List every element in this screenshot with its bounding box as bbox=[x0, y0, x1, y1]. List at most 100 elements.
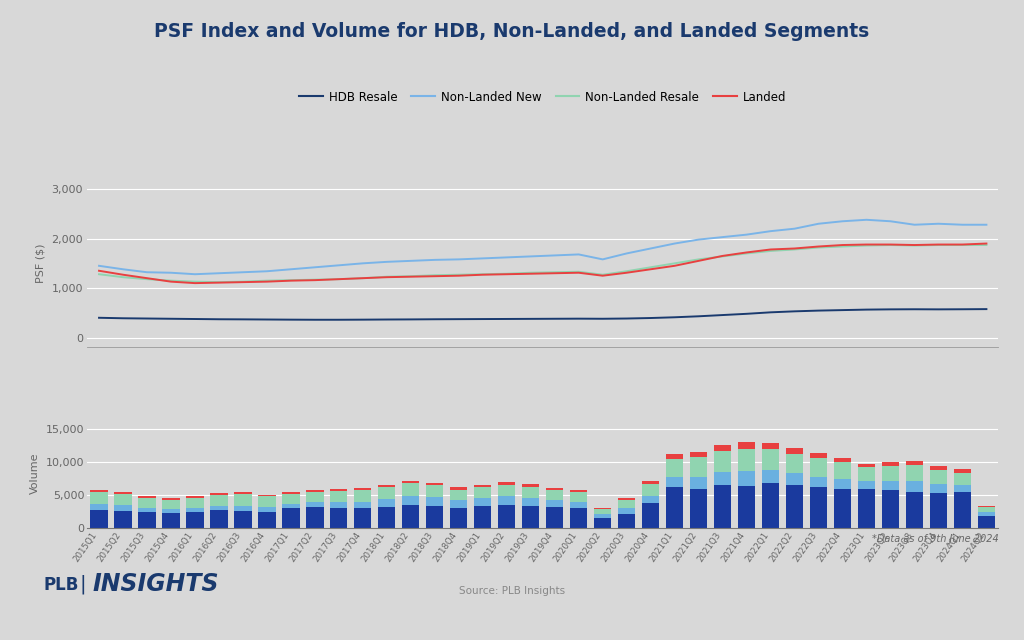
Text: Source: PLB Insights: Source: PLB Insights bbox=[459, 586, 565, 596]
Bar bbox=[186, 508, 204, 511]
Bar bbox=[258, 495, 275, 497]
Bar bbox=[163, 500, 179, 509]
Bar bbox=[906, 461, 923, 465]
Bar bbox=[498, 505, 515, 528]
Bar bbox=[978, 516, 995, 528]
Bar bbox=[785, 474, 803, 485]
Bar bbox=[618, 498, 635, 500]
Bar bbox=[810, 477, 827, 487]
Bar bbox=[330, 502, 347, 508]
Bar bbox=[738, 442, 756, 449]
Bar bbox=[953, 492, 971, 528]
Bar bbox=[810, 453, 827, 458]
Bar bbox=[858, 488, 876, 528]
Bar bbox=[115, 511, 132, 528]
Bar bbox=[546, 507, 563, 528]
Bar bbox=[402, 505, 420, 528]
Bar bbox=[953, 473, 971, 484]
Bar bbox=[714, 485, 731, 528]
Bar bbox=[498, 497, 515, 505]
Bar bbox=[474, 484, 492, 487]
Bar bbox=[594, 509, 611, 514]
Bar bbox=[306, 492, 324, 502]
Bar bbox=[378, 487, 395, 499]
Bar bbox=[354, 488, 372, 490]
Bar bbox=[283, 508, 300, 528]
Bar bbox=[858, 481, 876, 488]
Bar bbox=[283, 492, 300, 495]
Bar bbox=[115, 492, 132, 495]
Bar bbox=[522, 506, 540, 528]
Text: *Data as of 9th June 2024: *Data as of 9th June 2024 bbox=[871, 534, 998, 545]
Bar bbox=[90, 492, 108, 504]
Bar bbox=[451, 488, 467, 490]
Bar bbox=[594, 514, 611, 518]
Bar bbox=[115, 505, 132, 511]
Bar bbox=[594, 508, 611, 509]
Bar bbox=[762, 470, 779, 483]
Bar bbox=[234, 492, 252, 495]
Bar bbox=[186, 496, 204, 498]
Bar bbox=[306, 490, 324, 492]
Bar bbox=[90, 490, 108, 492]
Bar bbox=[234, 511, 252, 528]
Bar bbox=[978, 511, 995, 516]
Bar bbox=[953, 470, 971, 473]
Bar bbox=[882, 466, 899, 481]
Bar bbox=[378, 499, 395, 507]
Bar bbox=[138, 496, 156, 498]
Text: INSIGHTS: INSIGHTS bbox=[92, 572, 219, 596]
Bar bbox=[930, 470, 947, 484]
Bar bbox=[570, 490, 588, 492]
Bar bbox=[354, 502, 372, 508]
Bar bbox=[546, 490, 563, 500]
Bar bbox=[785, 449, 803, 454]
Bar bbox=[163, 498, 179, 500]
Bar bbox=[138, 512, 156, 528]
Bar bbox=[762, 449, 779, 470]
Bar bbox=[283, 495, 300, 504]
Bar bbox=[234, 506, 252, 511]
Bar bbox=[690, 457, 708, 477]
Bar bbox=[930, 466, 947, 470]
Bar bbox=[210, 506, 227, 510]
Bar bbox=[642, 503, 659, 528]
Bar bbox=[498, 482, 515, 484]
Bar bbox=[402, 481, 420, 483]
Bar bbox=[810, 487, 827, 528]
Bar bbox=[642, 481, 659, 484]
Bar bbox=[690, 488, 708, 528]
Bar bbox=[785, 454, 803, 474]
Bar bbox=[498, 484, 515, 497]
Bar bbox=[714, 445, 731, 451]
Bar bbox=[618, 513, 635, 528]
Bar bbox=[546, 500, 563, 507]
Bar bbox=[426, 485, 443, 497]
Bar bbox=[858, 467, 876, 481]
Bar bbox=[474, 487, 492, 499]
Bar bbox=[474, 499, 492, 506]
Bar bbox=[474, 506, 492, 528]
Bar bbox=[882, 462, 899, 466]
Bar bbox=[953, 484, 971, 492]
Bar bbox=[738, 449, 756, 472]
Bar bbox=[330, 508, 347, 528]
Bar bbox=[258, 511, 275, 528]
Bar bbox=[451, 490, 467, 500]
Bar bbox=[138, 508, 156, 512]
Bar bbox=[978, 507, 995, 511]
Bar bbox=[186, 498, 204, 508]
Bar bbox=[115, 495, 132, 505]
Bar bbox=[258, 497, 275, 507]
Bar bbox=[714, 472, 731, 485]
Bar bbox=[666, 487, 683, 528]
Y-axis label: PSF ($): PSF ($) bbox=[36, 244, 46, 283]
Bar bbox=[834, 488, 851, 528]
Bar bbox=[210, 493, 227, 495]
Legend: HDB Resale, Non-Landed New, Non-Landed Resale, Landed: HDB Resale, Non-Landed New, Non-Landed R… bbox=[295, 86, 791, 108]
Bar bbox=[378, 484, 395, 487]
Bar bbox=[426, 497, 443, 506]
Bar bbox=[906, 465, 923, 481]
Bar bbox=[210, 495, 227, 506]
Bar bbox=[978, 506, 995, 507]
